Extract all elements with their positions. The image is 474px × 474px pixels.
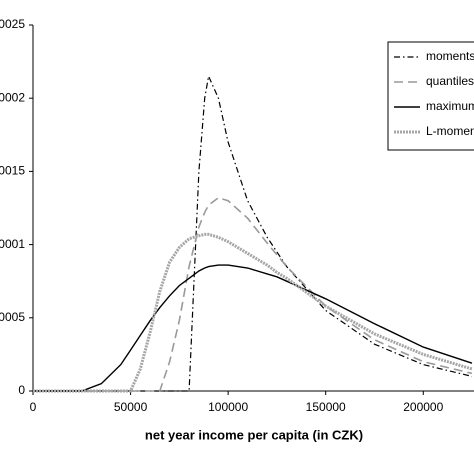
x-tick-label: 0 [30,400,37,414]
y-tick-label: 0.000025 [0,17,25,31]
legend-label: moments [426,49,474,63]
x-tick-label: 150000 [306,400,346,414]
legend-label: L-moments [426,124,474,138]
legend-label: maximum likelihood [426,99,474,113]
x-tick-label: 100000 [208,400,248,414]
y-tick-label: 0.000005 [0,310,25,324]
line-series [33,232,473,393]
legend-label: quantiles [426,74,474,88]
y-tick-label: 0 [18,383,25,397]
x-tick-label: 50000 [114,400,148,414]
x-axis-label: net year income per capita (in CZK) [145,427,363,442]
line-series [33,264,473,392]
line-series [33,196,473,392]
x-tick-label: 200000 [403,400,443,414]
legend-box [387,41,474,151]
